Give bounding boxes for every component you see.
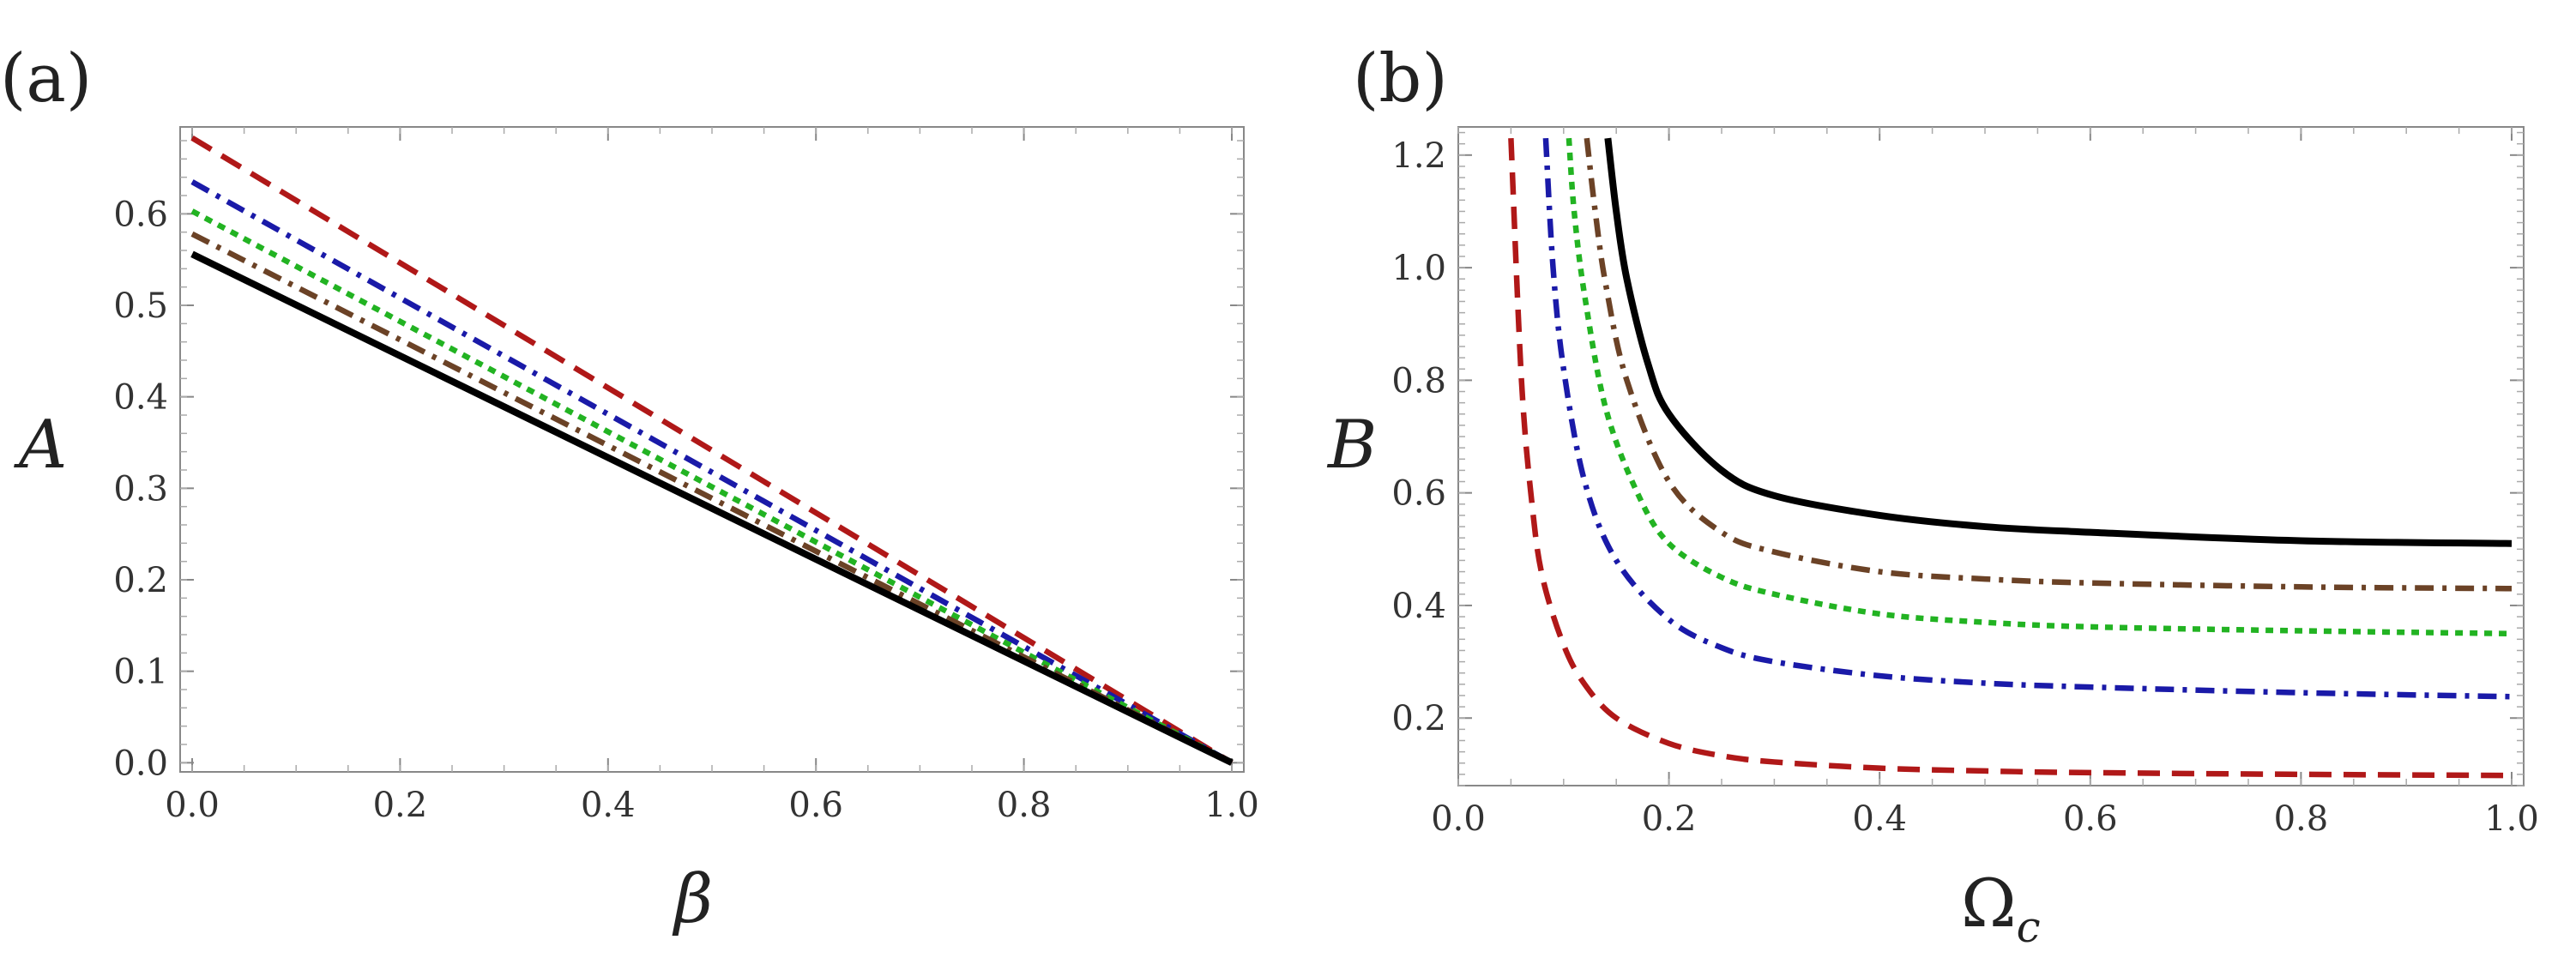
panel-a-series-dashed-red	[190, 136, 1234, 766]
panel-b-frame	[1457, 126, 2525, 786]
panel-b-ytick-label-4: 1.0	[1391, 249, 1446, 288]
panel-a-ytick-label-4: 0.4	[113, 378, 168, 418]
panel-a-xtick-label-5: 1.0	[1204, 786, 1259, 825]
panel-a-xtick-label-3: 0.6	[788, 786, 843, 825]
panel-a-label: (a)	[0, 40, 92, 117]
panel-a-xtick-label-0: 0.0	[165, 786, 220, 825]
panel-b-ytick-label-1: 0.4	[1391, 587, 1446, 626]
panel-a-xtick-label-1: 0.2	[373, 786, 428, 825]
panel-a-ytick-label-2: 0.2	[113, 561, 168, 600]
panel-a-xtick-label-4: 0.8	[997, 786, 1052, 825]
panel-b-xtick-label-0: 0.0	[1431, 799, 1486, 839]
panel-b-ticks: 0.0 0.2 0.4 0.6 0.8 1.0 0.2 0.4 0.6 0.8 1.0 1.2	[1391, 127, 2539, 839]
panel-a-ytick-label-0: 0.0	[113, 744, 168, 783]
panel-b-xtick-label-4: 0.8	[2274, 799, 2329, 839]
panel-a-ylabel: A	[14, 407, 67, 484]
panel-b-label: (b)	[1353, 40, 1448, 117]
panel-b-xlabel: Ωc	[1961, 865, 2041, 952]
panel-b-series-dashdot-brown	[1584, 137, 2513, 592]
panel-b-xlabel-main: Ω	[1961, 865, 2017, 943]
panel-a: (a) 0.0 0.2 0.4 0.6 0.8 1.0 0.0 0.1 0.2 0.3 0.4 0.5…	[0, 40, 1259, 938]
panel-b-ytick-label-0: 0.2	[1391, 699, 1446, 738]
panel-b-ylabel: B	[1326, 407, 1377, 484]
panel-a-series	[190, 136, 1234, 766]
panel-b-ytick-label-5: 1.2	[1391, 136, 1446, 176]
panel-b-xtick-label-5: 1.0	[2484, 799, 2539, 839]
panel-a-series-dotted-green	[190, 208, 1234, 766]
panel-b-series-dashdot-blue	[1542, 137, 2513, 700]
panel-a-ticks: 0.0 0.2 0.4 0.6 0.8 1.0 0.0 0.1 0.2 0.3 0.4 0.5 0.6	[113, 127, 1259, 825]
panel-b-xtick-label-1: 0.2	[1642, 799, 1697, 839]
panel-a-ytick-label-5: 0.5	[113, 286, 168, 326]
panel-b-series-dashed-red	[1508, 137, 2513, 779]
panel-b-xtick-label-3: 0.6	[2063, 799, 2118, 839]
panel-b-series-solid-black	[1604, 137, 2513, 547]
panel-a-series-solid-black	[190, 250, 1234, 766]
panel-b-xlabel-subscript: c	[2017, 902, 2041, 952]
panel-a-series-dashdot-blue	[190, 179, 1234, 766]
panel-b-series-dotted-green	[1566, 137, 2513, 637]
panel-a-ytick-label-6: 0.6	[113, 195, 168, 234]
panel-b-ytick-label-3: 0.8	[1391, 361, 1446, 401]
panel-a-ytick-label-3: 0.3	[113, 469, 168, 509]
panel-a-ytick-label-1: 0.1	[113, 653, 168, 692]
panel-a-xtick-label-2: 0.4	[581, 786, 636, 825]
panel-b: (b) 0.0 0.2 0.4 0.6 0.8 1.0 0.2 0.4 0.6 0.8 1.0 1.2…	[1326, 40, 2539, 952]
panel-a-xlabel: β	[672, 861, 713, 938]
panel-b-ytick-label-2: 0.6	[1391, 474, 1446, 514]
panel-b-xtick-label-2: 0.4	[1852, 799, 1907, 839]
panel-b-series	[1508, 137, 2513, 779]
